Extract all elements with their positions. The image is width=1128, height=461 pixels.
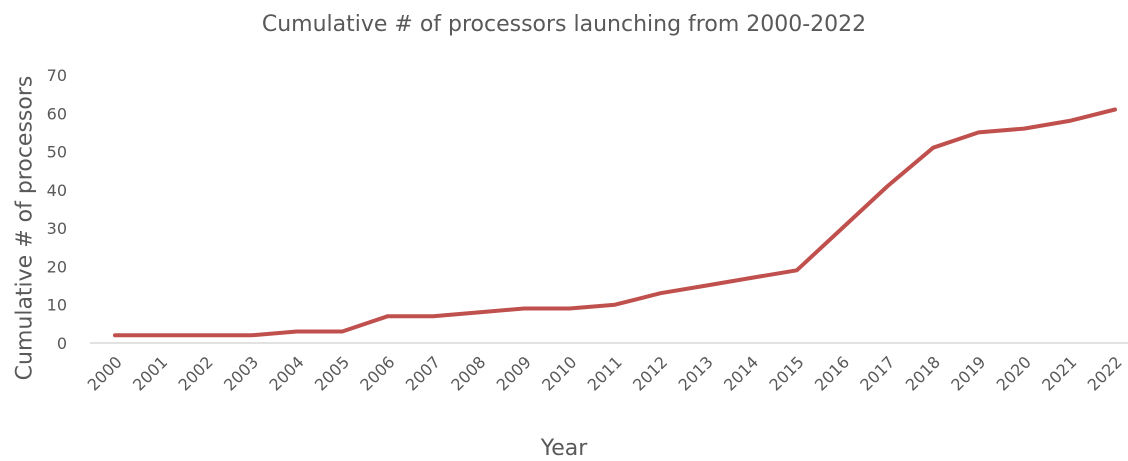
data-point [931,146,935,150]
data-point [340,330,344,334]
data-point [568,307,572,311]
x-tick-label: 2020 [993,352,1035,394]
x-tick-label: 2004 [265,352,307,394]
x-tick-label: 2012 [629,352,671,394]
y-tick-label: 30 [47,219,67,238]
x-tick-label: 2019 [947,352,989,394]
data-point [840,226,844,230]
x-tick-label: 2000 [84,352,126,394]
x-tick-label: 2003 [220,352,262,394]
y-tick-label: 70 [47,66,67,85]
chart-title: Cumulative # of processors launching fro… [261,12,867,37]
x-tick-label: 2017 [856,352,898,394]
x-tick-label: 2005 [311,352,353,394]
y-tick-label: 60 [47,104,67,123]
x-tick-label: 2013 [675,352,717,394]
data-point [295,330,299,334]
data-point [1068,119,1072,123]
data-point [749,276,753,280]
data-point [886,184,890,188]
x-tick-label: 2002 [175,352,217,394]
x-tick-label: 2014 [720,352,762,394]
data-point [477,310,481,314]
data-point [386,314,390,318]
x-tick-label: 2001 [129,352,171,394]
x-tick-label: 2022 [1084,352,1126,394]
data-point [249,333,253,337]
data-point [431,314,435,318]
data-point [113,333,117,337]
data-point [658,291,662,295]
data-point [1022,127,1026,131]
y-tick-label: 40 [47,181,67,200]
data-point [704,284,708,288]
data-point [522,307,526,311]
data-point [977,130,981,134]
x-tick-label: 2010 [538,352,580,394]
data-point [204,333,208,337]
data-point [613,303,617,307]
series-line [113,107,1117,338]
y-tick-label: 10 [47,296,67,315]
x-tick-label: 2021 [1038,352,1080,394]
data-point [1113,107,1117,111]
data-point [158,333,162,337]
x-tick-label: 2009 [493,352,535,394]
x-tick-label: 2006 [356,352,398,394]
x-tick-label: 2015 [765,352,807,394]
data-point [795,268,799,272]
y-tick-label: 20 [47,257,67,276]
x-tick-label: 2011 [584,352,626,394]
y-tick-label: 50 [47,143,67,162]
x-tick-label: 2007 [402,352,444,394]
x-tick-label: 2016 [811,352,853,394]
x-tick-label: 2018 [902,352,944,394]
y-tick-label: 0 [57,334,67,353]
x-axis-label: Year [540,436,588,461]
x-tick-label: 2008 [447,352,489,394]
